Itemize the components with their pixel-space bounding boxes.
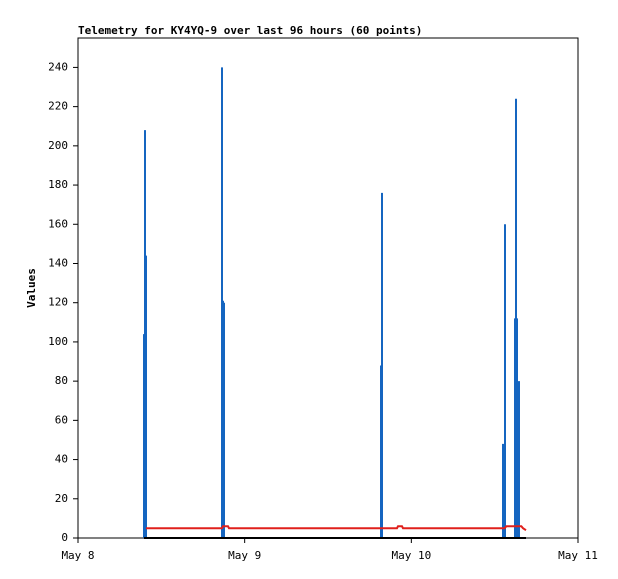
y-tick-label: 120 bbox=[48, 296, 68, 309]
chart-title: Telemetry for KY4YQ-9 over last 96 hours… bbox=[78, 24, 422, 37]
y-tick-label: 220 bbox=[48, 100, 68, 113]
y-tick-label: 20 bbox=[55, 492, 68, 505]
series-line bbox=[146, 525, 527, 531]
y-tick-label: 160 bbox=[48, 217, 68, 230]
y-tick-label: 100 bbox=[48, 335, 68, 348]
x-tick-label: May 10 bbox=[391, 549, 431, 562]
y-tick-label: 180 bbox=[48, 178, 68, 191]
y-tick-label: 80 bbox=[55, 374, 68, 387]
x-tick-label: May 9 bbox=[228, 549, 261, 562]
x-tick-label: May 8 bbox=[61, 549, 94, 562]
y-tick-label: 60 bbox=[55, 413, 68, 426]
y-tick-label: 0 bbox=[61, 531, 68, 544]
y-tick-label: 240 bbox=[48, 60, 68, 73]
y-tick-label: 40 bbox=[55, 453, 68, 466]
y-axis-label: Values bbox=[25, 268, 38, 308]
y-tick-label: 200 bbox=[48, 139, 68, 152]
x-tick-label: May 11 bbox=[558, 549, 598, 562]
y-tick-label: 140 bbox=[48, 256, 68, 269]
